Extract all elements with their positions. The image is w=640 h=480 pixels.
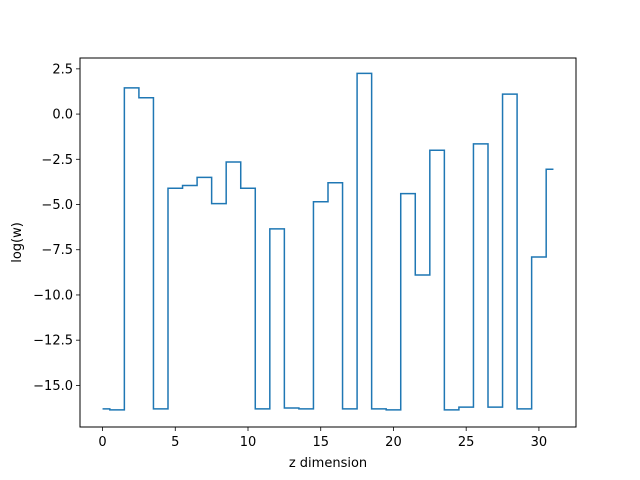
x-tick-label: 25 (458, 435, 475, 450)
x-tick-label: 15 (312, 435, 329, 450)
x-tick-label: 0 (98, 435, 106, 450)
x-tick-label: 10 (240, 435, 257, 450)
y-tick-label: −15.0 (33, 379, 73, 394)
y-tick-label: −12.5 (33, 334, 73, 349)
plot-frame (79, 57, 577, 428)
series-layer (102, 72, 554, 411)
y-tick-label: −7.5 (41, 243, 73, 258)
x-tick-label: 20 (385, 435, 402, 450)
y-tick-label: −5.0 (41, 198, 73, 213)
y-axis-label: log(w) (10, 222, 25, 263)
y-axis: 2.5 0.0 −2.5 −5.0 −7.5 −10.0 −12.5 −15.0 (33, 62, 80, 394)
x-tick-label: 5 (171, 435, 179, 450)
x-tick-label: 30 (531, 435, 548, 450)
plot-background (80, 58, 576, 427)
y-tick-label: 0.0 (52, 108, 73, 123)
series-line-0 (102, 72, 554, 411)
y-tick-label: 2.5 (52, 62, 73, 77)
x-axis: 0 5 10 15 20 25 30 (98, 427, 547, 450)
y-tick-label: −10.0 (33, 288, 73, 303)
x-axis-label: z dimension (289, 456, 367, 471)
y-tick-label: −2.5 (41, 153, 73, 168)
